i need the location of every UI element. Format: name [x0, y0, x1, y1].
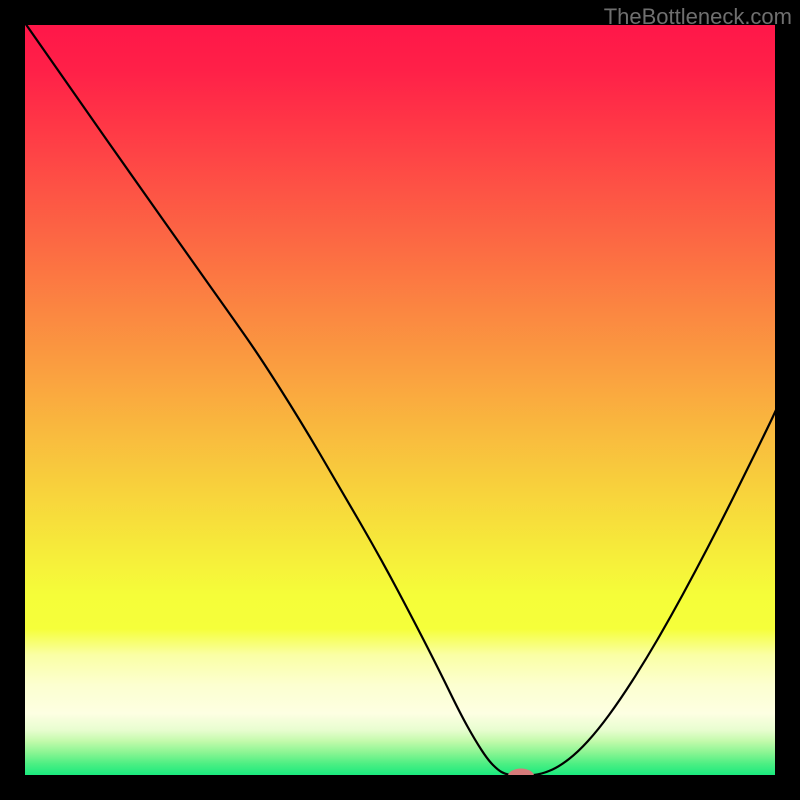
gradient-background [25, 25, 775, 775]
watermark-text: TheBottleneck.com [604, 4, 792, 30]
chart-container: TheBottleneck.com [0, 0, 800, 800]
bottleneck-chart [0, 0, 800, 800]
